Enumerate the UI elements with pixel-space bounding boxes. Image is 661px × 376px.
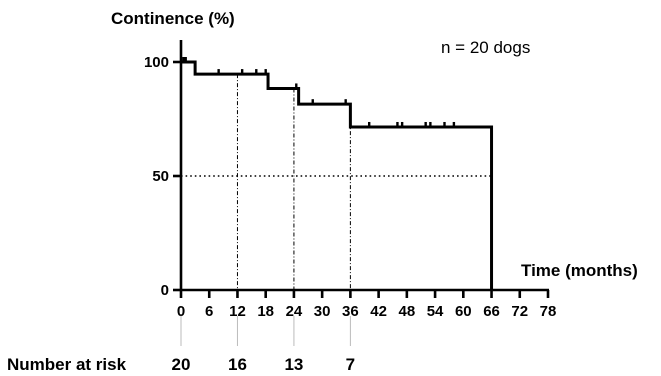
number-at-risk-value: 7 <box>346 355 355 374</box>
y-tick-label-0: 0 <box>161 282 169 299</box>
x-axis-title: Time (months) <box>521 261 638 280</box>
x-tick-label-60: 60 <box>455 303 472 320</box>
number-at-risk-value: 13 <box>284 355 303 374</box>
x-tick-label-12: 12 <box>229 303 246 320</box>
survival-curve <box>181 57 494 290</box>
number-at-risk-value: 20 <box>172 355 191 374</box>
x-tick-label-54: 54 <box>427 303 444 320</box>
labels: 0 50 100 0 6 12 18 24 30 36 42 48 54 60 66 72 78 Continen… <box>7 9 638 374</box>
x-tick-label-6: 6 <box>205 303 213 320</box>
y-tick-label-100: 100 <box>144 54 169 71</box>
y-axis-title: Continence (%) <box>111 9 235 28</box>
y-tick-label-50: 50 <box>152 168 169 185</box>
sample-size-annotation: n = 20 dogs <box>441 38 530 57</box>
x-tick-label-0: 0 <box>177 303 185 320</box>
x-tick-label-24: 24 <box>286 303 303 320</box>
x-tick-label-78: 78 <box>540 303 557 320</box>
x-tick-label-48: 48 <box>399 303 416 320</box>
axes <box>173 40 550 298</box>
x-tick-label-72: 72 <box>511 303 528 320</box>
x-tick-label-30: 30 <box>314 303 331 320</box>
number-at-risk-label: Number at risk <box>7 355 127 374</box>
number-at-risk-value: 16 <box>228 355 247 374</box>
x-tick-label-66: 66 <box>483 303 500 320</box>
reference-lines <box>180 74 492 346</box>
x-tick-label-18: 18 <box>257 303 274 320</box>
x-tick-label-42: 42 <box>370 303 387 320</box>
x-tick-label-36: 36 <box>342 303 359 320</box>
